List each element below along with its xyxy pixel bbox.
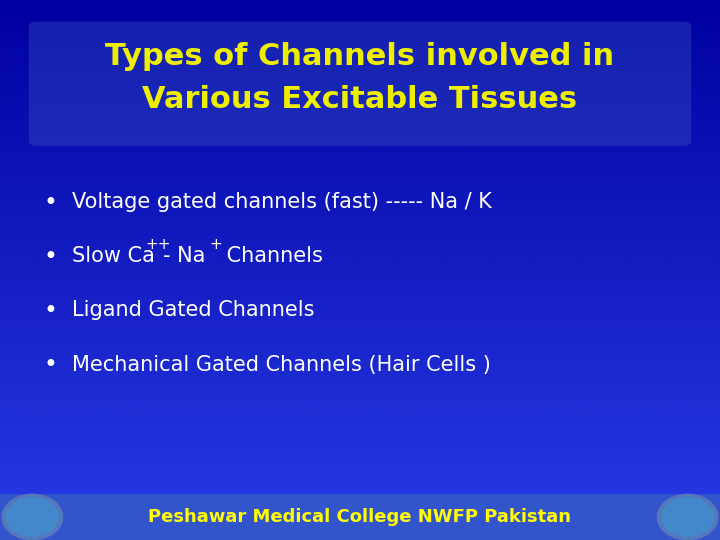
Text: Peshawar Medical College NWFP Pakistan: Peshawar Medical College NWFP Pakistan [148, 508, 572, 526]
Text: Types of Channels involved in: Types of Channels involved in [105, 42, 615, 71]
Text: Ligand Gated Channels: Ligand Gated Channels [72, 300, 315, 321]
Circle shape [6, 498, 58, 536]
Circle shape [662, 498, 714, 536]
FancyBboxPatch shape [0, 494, 720, 540]
Text: •: • [43, 191, 58, 214]
Text: - Na: - Na [163, 246, 206, 267]
Text: Voltage gated channels (fast) ----- Na / K: Voltage gated channels (fast) ----- Na /… [72, 192, 492, 213]
Text: Various Excitable Tissues: Various Excitable Tissues [143, 85, 577, 114]
Text: Mechanical Gated Channels (Hair Cells ): Mechanical Gated Channels (Hair Cells ) [72, 354, 491, 375]
Text: •: • [43, 299, 58, 322]
Text: +: + [210, 237, 222, 252]
Text: Channels: Channels [220, 246, 323, 267]
Text: ++: ++ [145, 237, 171, 252]
Text: Slow Ca: Slow Ca [72, 246, 155, 267]
Text: •: • [43, 245, 58, 268]
Circle shape [657, 495, 718, 540]
Text: •: • [43, 353, 58, 376]
FancyBboxPatch shape [29, 22, 691, 146]
Circle shape [2, 495, 63, 540]
